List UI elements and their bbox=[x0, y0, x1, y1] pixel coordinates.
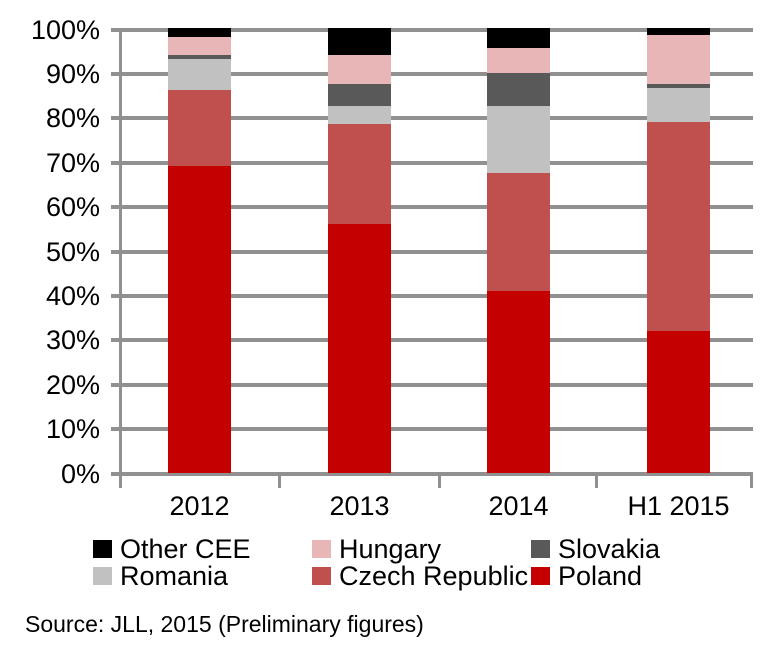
bar-segment-other-cee-h1-2015 bbox=[647, 28, 710, 35]
x-axis-tick bbox=[595, 472, 598, 488]
legend-swatch-icon bbox=[93, 540, 112, 558]
bar-segment-czech-republic-2013 bbox=[328, 123, 391, 224]
gridline bbox=[111, 71, 753, 76]
legend-label: Hungary bbox=[339, 534, 442, 564]
bar-segment-hungary-2014 bbox=[487, 48, 550, 73]
x-axis-label: 2013 bbox=[329, 491, 390, 521]
bar-segment-czech-republic-2012 bbox=[168, 90, 231, 167]
y-axis-label: 90% bbox=[45, 58, 100, 89]
legend-item-czech-republic: Czech Republic bbox=[312, 561, 529, 591]
bar-segment-romania-2012 bbox=[168, 59, 231, 91]
y-axis-label: 0% bbox=[60, 458, 100, 489]
bar-segment-other-cee-2014 bbox=[487, 28, 550, 49]
bar-segment-poland-2013 bbox=[328, 223, 391, 474]
y-axis-line bbox=[119, 28, 122, 488]
gridline bbox=[111, 116, 753, 121]
x-axis-tick bbox=[278, 472, 281, 488]
bar-segment-romania-h1-2015 bbox=[647, 88, 710, 122]
y-axis-label: 30% bbox=[45, 325, 100, 356]
legend-swatch-icon bbox=[93, 567, 112, 585]
legend-label: Slovakia bbox=[558, 534, 661, 564]
legend-item-hungary: Hungary bbox=[312, 534, 442, 564]
x-axis-tick bbox=[119, 472, 122, 488]
source-note: Source: JLL, 2015 (Preliminary figures) bbox=[25, 611, 424, 637]
legend-swatch-icon bbox=[312, 540, 331, 558]
bar-2013 bbox=[328, 28, 391, 474]
x-axis-label: 2012 bbox=[169, 491, 230, 521]
x-axis-label: 2014 bbox=[488, 491, 549, 521]
gridline bbox=[111, 427, 753, 432]
bar-segment-poland-h1-2015 bbox=[647, 330, 710, 474]
bar-2014 bbox=[487, 28, 550, 474]
legend-item-romania: Romania bbox=[93, 561, 229, 591]
bar-segment-hungary-h1-2015 bbox=[647, 34, 710, 84]
gridline bbox=[111, 249, 753, 254]
bar-segment-hungary-2012 bbox=[168, 36, 231, 55]
bar-segment-other-cee-2013 bbox=[328, 28, 391, 55]
x-axis-tick bbox=[750, 472, 753, 488]
bar-segment-other-cee-2012 bbox=[168, 28, 231, 37]
x-axis-label: H1 2015 bbox=[627, 491, 730, 521]
legend-label: Poland bbox=[558, 561, 643, 591]
x-axis-tick bbox=[438, 472, 441, 488]
x-axis-line bbox=[111, 471, 753, 476]
legend-label: Other CEE bbox=[120, 534, 251, 564]
y-axis-label: 20% bbox=[45, 369, 100, 400]
legend-item-poland: Poland bbox=[531, 561, 643, 591]
legend-item-slovakia: Slovakia bbox=[531, 534, 661, 564]
gridline bbox=[111, 27, 753, 32]
legend-label: Czech Republic bbox=[339, 561, 529, 591]
legend-label: Romania bbox=[120, 561, 229, 591]
legend-item-other-cee: Other CEE bbox=[93, 534, 251, 564]
bar-segment-slovakia-2012 bbox=[168, 54, 231, 60]
bar-segment-czech-republic-h1-2015 bbox=[647, 121, 710, 331]
gridline bbox=[111, 160, 753, 165]
y-axis-label: 40% bbox=[45, 280, 100, 311]
bar-segment-slovakia-2013 bbox=[328, 83, 391, 106]
bar-segment-czech-republic-2014 bbox=[487, 172, 550, 291]
gridline bbox=[111, 338, 753, 343]
y-axis-label: 50% bbox=[45, 236, 100, 267]
bar-segment-slovakia-2014 bbox=[487, 72, 550, 106]
bar-segment-romania-2013 bbox=[328, 105, 391, 124]
bar-segment-poland-2012 bbox=[168, 166, 231, 474]
legend-swatch-icon bbox=[312, 567, 331, 585]
y-axis-label: 80% bbox=[45, 103, 100, 134]
bar-segment-slovakia-h1-2015 bbox=[647, 83, 710, 89]
bar-2012 bbox=[168, 28, 231, 474]
legend-swatch-icon bbox=[531, 540, 550, 558]
gridline bbox=[111, 205, 753, 210]
bar-segment-hungary-2013 bbox=[328, 54, 391, 84]
y-axis-label: 10% bbox=[45, 414, 100, 445]
gridline bbox=[111, 293, 753, 298]
bar-segment-romania-2014 bbox=[487, 105, 550, 173]
y-axis-label: 70% bbox=[45, 147, 100, 178]
gridline bbox=[111, 382, 753, 387]
y-axis-label: 60% bbox=[45, 192, 100, 223]
legend-swatch-icon bbox=[531, 567, 550, 585]
y-axis-label: 100% bbox=[30, 14, 100, 45]
bar-segment-poland-2014 bbox=[487, 290, 550, 474]
bar-h1-2015 bbox=[647, 28, 710, 474]
